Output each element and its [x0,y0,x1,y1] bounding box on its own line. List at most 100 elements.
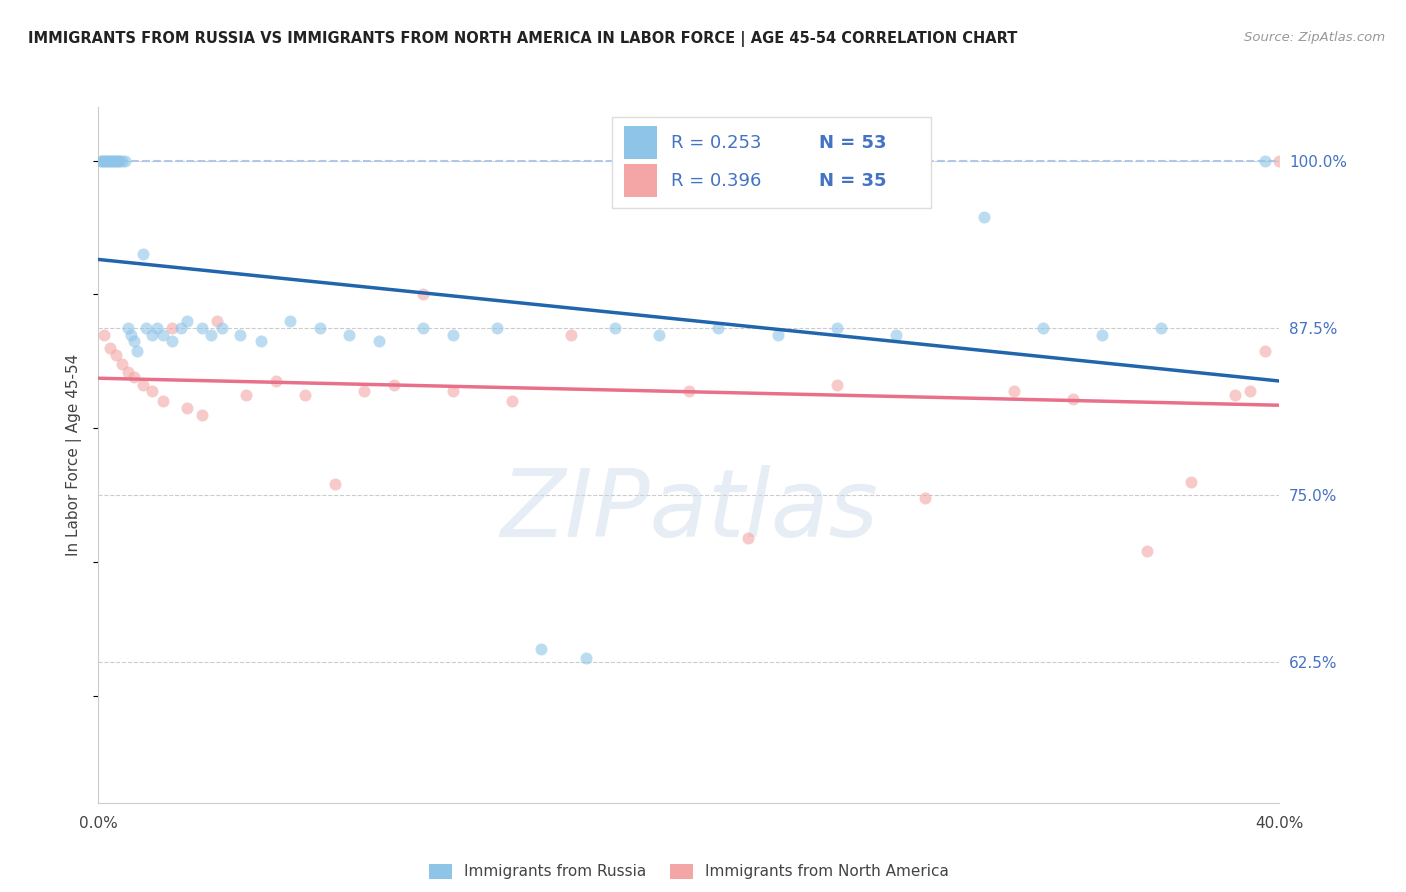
Point [117,365,139,379]
Point [530,642,553,657]
Text: 40.0%: 40.0% [1256,816,1303,831]
Point [90,153,112,168]
Point [98,153,121,168]
Point [825,321,848,335]
Point [1180,475,1202,489]
Point [884,327,907,342]
Point [105,153,128,168]
Text: 0.0%: 0.0% [79,816,118,831]
Point [176,314,198,328]
Point [122,334,145,349]
Point [560,327,582,342]
Point [1239,384,1261,398]
Point [211,321,233,335]
Point [1062,392,1084,406]
Point [235,388,257,402]
Point [170,321,193,335]
Text: R = 0.253: R = 0.253 [671,134,762,152]
Point [135,321,157,335]
Point [914,491,936,505]
Point [678,384,700,398]
Point [309,321,332,335]
Point [825,378,848,392]
Point [1254,153,1277,168]
Point [737,531,759,545]
Point [132,247,155,261]
Point [412,321,434,335]
Point [141,327,163,342]
Point [575,651,598,665]
Point [103,153,125,168]
Text: ZIPatlas: ZIPatlas [501,465,877,556]
Point [96,153,118,168]
Point [176,401,198,416]
Point [280,314,302,328]
Point [1002,384,1025,398]
Point [1254,343,1277,358]
FancyBboxPatch shape [612,118,931,208]
Point [382,378,405,392]
Point [1091,327,1114,342]
FancyBboxPatch shape [624,164,657,197]
Point [152,394,174,409]
Point [264,375,287,389]
Point [1268,153,1291,168]
Point [152,327,174,342]
Point [111,357,134,371]
Point [162,321,183,335]
Point [105,348,128,362]
Point [90,153,112,168]
Point [973,210,995,224]
Point [191,321,214,335]
Legend: Immigrants from Russia, Immigrants from North America: Immigrants from Russia, Immigrants from … [423,857,955,886]
Point [120,327,142,342]
Point [1150,321,1173,335]
Point [108,153,131,168]
Point [1032,321,1054,335]
Point [103,153,125,168]
Point [412,287,434,301]
Point [339,327,361,342]
Text: N = 35: N = 35 [818,172,886,190]
Point [108,153,131,168]
Point [229,327,252,342]
Point [98,153,121,168]
Point [146,321,169,335]
Point [117,321,139,335]
Point [605,321,627,335]
Point [125,343,148,358]
Point [323,477,346,491]
Point [98,341,121,355]
Point [93,153,115,168]
Point [93,327,115,342]
Text: N = 53: N = 53 [818,134,886,152]
Y-axis label: In Labor Force | Age 45-54: In Labor Force | Age 45-54 [66,354,83,556]
Point [111,153,134,168]
Point [441,384,464,398]
Point [250,334,273,349]
Point [200,327,222,342]
Point [122,370,145,384]
Point [141,384,163,398]
Point [191,408,214,422]
Point [1136,544,1159,558]
Point [93,153,115,168]
Text: Source: ZipAtlas.com: Source: ZipAtlas.com [1244,31,1385,45]
Point [162,334,183,349]
Point [441,327,464,342]
Text: IMMIGRANTS FROM RUSSIA VS IMMIGRANTS FROM NORTH AMERICA IN LABOR FORCE | AGE 45-: IMMIGRANTS FROM RUSSIA VS IMMIGRANTS FRO… [28,31,1018,47]
Point [648,327,671,342]
Point [486,321,509,335]
Point [114,153,136,168]
Point [96,153,118,168]
Point [294,388,316,402]
Point [353,384,375,398]
Point [1225,388,1247,402]
Text: R = 0.396: R = 0.396 [671,172,762,190]
Point [766,327,789,342]
Point [368,334,391,349]
Point [132,378,155,392]
FancyBboxPatch shape [624,126,657,159]
Point [205,314,228,328]
Point [501,394,523,409]
